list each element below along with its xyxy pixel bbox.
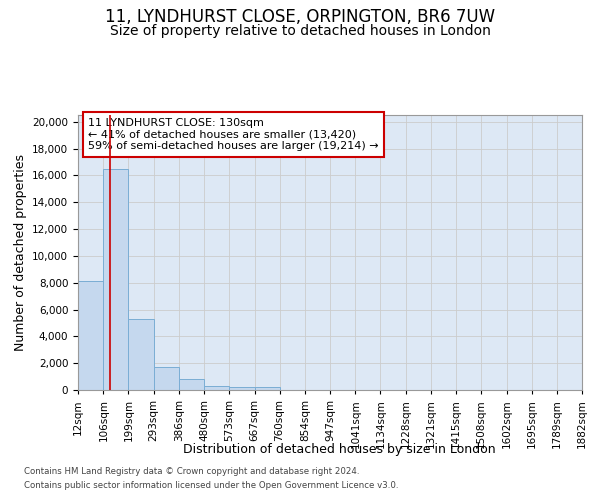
Bar <box>154 366 179 390</box>
Y-axis label: Number of detached properties: Number of detached properties <box>14 154 26 351</box>
Bar <box>103 168 128 390</box>
Text: Distribution of detached houses by size in London: Distribution of detached houses by size … <box>182 442 496 456</box>
Text: Size of property relative to detached houses in London: Size of property relative to detached ho… <box>110 24 490 38</box>
Bar <box>128 319 154 390</box>
Text: 11, LYNDHURST CLOSE, ORPINGTON, BR6 7UW: 11, LYNDHURST CLOSE, ORPINGTON, BR6 7UW <box>105 8 495 26</box>
Bar <box>254 388 280 390</box>
Text: 11 LYNDHURST CLOSE: 130sqm
← 41% of detached houses are smaller (13,420)
59% of : 11 LYNDHURST CLOSE: 130sqm ← 41% of deta… <box>88 118 379 151</box>
Bar <box>229 386 254 390</box>
Text: Contains HM Land Registry data © Crown copyright and database right 2024.: Contains HM Land Registry data © Crown c… <box>24 468 359 476</box>
Bar <box>78 282 103 390</box>
Bar <box>179 380 204 390</box>
Bar <box>204 386 229 390</box>
Text: Contains public sector information licensed under the Open Government Licence v3: Contains public sector information licen… <box>24 481 398 490</box>
